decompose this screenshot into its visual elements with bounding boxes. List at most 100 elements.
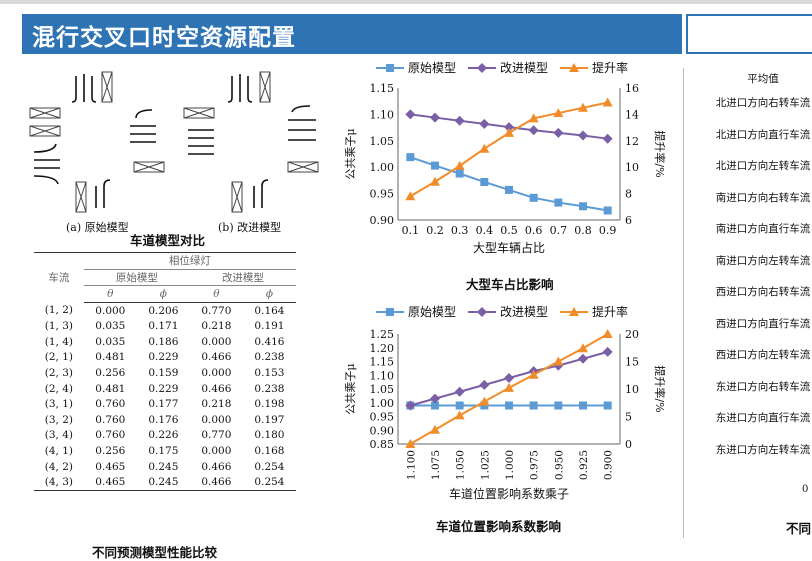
y-tick-label: 0.95 — [370, 188, 395, 201]
data-point — [405, 400, 416, 411]
right-panel-row: 东进口方向直行车流 — [715, 412, 811, 424]
flow-cell: (3, 2) — [44, 413, 74, 426]
data-point — [554, 198, 563, 207]
data-point — [505, 185, 513, 194]
value-cell: 0.206 — [148, 304, 179, 317]
legend-label: 改进模型 — [500, 61, 548, 75]
y2-axis-label: 提升率/% — [653, 365, 667, 412]
y-tick-label: 1.20 — [370, 342, 395, 355]
x-tick-label: 0.925 — [578, 450, 590, 480]
data-point — [579, 401, 587, 410]
flow-cell: (1, 3) — [44, 320, 74, 333]
y-tick-label: 1.00 — [370, 161, 395, 174]
value-cell: 0.175 — [148, 444, 179, 457]
data-point — [479, 379, 490, 390]
data-point — [479, 143, 490, 153]
legend-marker — [477, 307, 487, 317]
data-point — [528, 125, 539, 136]
value-cell: 0.180 — [254, 429, 285, 442]
table-row: (1, 2) 0.000 0.206 0.770 0.164 — [34, 302, 296, 318]
col-phi-2: ϕ — [242, 285, 296, 303]
y-tick-label: 1.05 — [370, 383, 395, 396]
data-point — [504, 382, 514, 392]
right-panel-row: 南进口方向右转车流 — [715, 191, 811, 204]
value-cell: 0.186 — [148, 335, 179, 348]
right-panel-row: 西进口方向左转车流 — [715, 349, 811, 361]
y2-tick-label: 16 — [625, 82, 639, 95]
value-cell: 0.245 — [148, 476, 179, 489]
page-title: 混行交叉口时空资源配置 — [32, 25, 296, 51]
data-point — [454, 386, 465, 397]
value-cell: 0.466 — [201, 460, 232, 473]
col-header-original: 原始模型 — [83, 269, 190, 287]
x-tick-label: 0.975 — [529, 450, 541, 480]
x-tick-label: 0.4 — [476, 224, 494, 237]
col-header-improved: 改进模型 — [189, 269, 296, 287]
x-tick-label: 0.6 — [525, 224, 543, 237]
top-divider — [0, 0, 812, 4]
value-cell: 0.000 — [201, 335, 232, 348]
data-point — [431, 401, 439, 410]
table-row: (2, 3) 0.256 0.159 0.000 0.153 — [34, 365, 296, 381]
value-cell: 0.238 — [254, 382, 285, 395]
data-point — [578, 130, 588, 141]
data-point — [505, 401, 513, 410]
y-tick-label: 1.05 — [370, 135, 395, 148]
col-theta-1: θ — [83, 285, 137, 303]
x-tick-label: 0.7 — [550, 224, 568, 237]
col-header-flow: 车流 — [34, 252, 84, 303]
value-cell: 0.168 — [254, 444, 285, 457]
right-panel-header: 平均值 — [747, 73, 779, 85]
value-cell: 0.465 — [95, 476, 126, 489]
data-point — [405, 109, 416, 120]
table-row: (1, 4) 0.035 0.186 0.000 0.416 — [34, 334, 296, 350]
data-point — [528, 369, 539, 379]
data-point — [504, 127, 514, 137]
value-cell: 0.256 — [95, 366, 126, 379]
x-tick-label: 0.1 — [402, 224, 420, 237]
data-point — [603, 206, 612, 215]
y-tick-label: 1.10 — [370, 369, 395, 382]
value-cell: 0.760 — [95, 429, 126, 442]
x-axis-label: 大型车辆占比 — [473, 240, 545, 255]
y-tick-label: 1.00 — [370, 397, 395, 410]
data-point — [603, 401, 612, 410]
data-point — [602, 329, 613, 338]
data-point — [553, 356, 564, 366]
lane-model-diagram — [29, 71, 319, 213]
value-cell: 0.229 — [148, 382, 179, 395]
table-caption: 不同预测模型性能比较 — [92, 545, 218, 560]
y2-tick-label: 20 — [625, 328, 639, 341]
x-tick-label: 0.3 — [451, 224, 469, 237]
lane-label-improved: (b) 改进模型 — [218, 221, 282, 234]
table-row: (4, 3) 0.465 0.245 0.466 0.254 — [34, 474, 296, 491]
table-row: (4, 2) 0.465 0.245 0.466 0.254 — [34, 459, 296, 475]
x-tick-label: 1.100 — [405, 450, 417, 480]
table-row: (4, 1) 0.256 0.175 0.000 0.168 — [34, 443, 296, 459]
value-cell: 0.770 — [201, 304, 232, 317]
chart1-caption: 大型车占比影响 — [466, 277, 554, 292]
right-panel-row: 北进口方向直行车流 — [715, 128, 811, 141]
y-tick-label: 0.85 — [370, 438, 395, 451]
data-point — [504, 373, 514, 383]
data-point — [602, 97, 613, 107]
y-tick-label: 1.15 — [370, 82, 395, 95]
y-axis-label: 公共乘子μ — [344, 128, 357, 179]
right-panel-row: 西进口方向直行车流 — [715, 317, 811, 330]
legend-label: 原始模型 — [408, 305, 456, 319]
value-cell: 0.760 — [95, 413, 126, 426]
table-row: (2, 4) 0.481 0.229 0.466 0.238 — [34, 381, 296, 397]
y-tick-label: 1.10 — [370, 108, 395, 121]
value-cell: 0.416 — [254, 335, 285, 348]
flow-cell: (4, 2) — [44, 460, 74, 473]
flow-cell: (1, 2) — [44, 304, 74, 317]
col-header-phase: 相位绿灯 — [83, 252, 296, 270]
data-point — [578, 353, 588, 364]
series-line — [409, 101, 608, 198]
y-tick-label: 1.15 — [370, 356, 395, 369]
value-cell: 0.164 — [254, 304, 285, 317]
y-tick-label: 0.95 — [370, 411, 395, 424]
data-point — [602, 346, 613, 357]
right-panel-row: 南进口方向左转车流 — [715, 254, 811, 267]
lane-label-original: (a) 原始模型 — [66, 221, 129, 234]
